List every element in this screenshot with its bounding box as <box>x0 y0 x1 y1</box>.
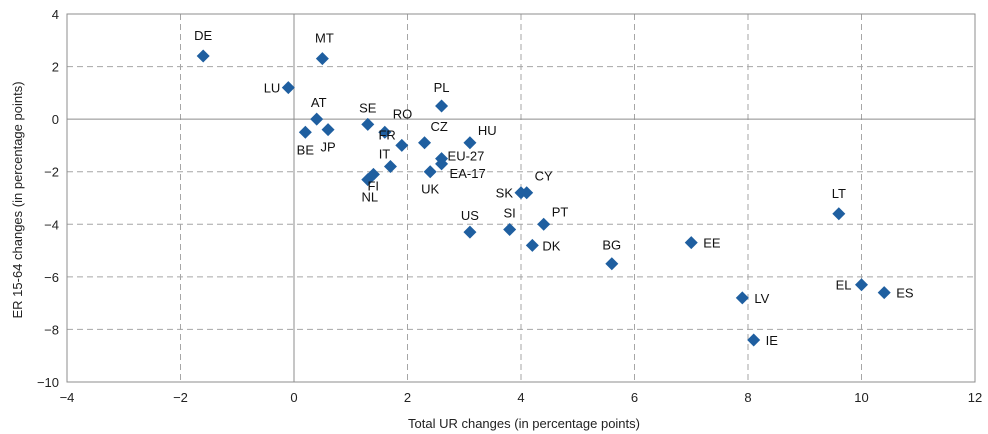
data-point-us <box>463 225 477 239</box>
data-point-be <box>298 125 312 139</box>
y-tick-label: 2 <box>52 60 59 75</box>
data-point-de <box>196 49 210 63</box>
point-label-es: ES <box>896 286 914 301</box>
data-point-ro <box>378 125 392 139</box>
data-point-cy <box>520 186 534 200</box>
point-label-pl: PL <box>434 80 450 95</box>
point-label-uk: UK <box>421 182 439 197</box>
data-point-uk <box>423 165 437 179</box>
y-tick-label: −10 <box>37 375 59 390</box>
data-point-ea-17 <box>435 157 449 171</box>
point-label-jp: JP <box>320 140 335 155</box>
point-label-be: BE <box>297 142 315 157</box>
x-tick-label: 8 <box>744 390 751 405</box>
point-label-fr: FR <box>378 127 395 142</box>
data-point-es <box>877 286 891 300</box>
data-point-pl <box>435 99 449 113</box>
point-label-ea-17: EA-17 <box>450 166 486 181</box>
y-tick-label: −8 <box>44 322 59 337</box>
point-label-mt: MT <box>315 31 334 46</box>
point-label-fi: FI <box>367 178 379 193</box>
point-label-se: SE <box>359 100 377 115</box>
x-tick-label: 10 <box>854 390 868 405</box>
y-axis-title: ER 15-64 changes (in percentage points) <box>10 81 25 318</box>
data-point-mt <box>315 52 329 66</box>
point-label-de: DE <box>194 28 212 43</box>
point-label-el: EL <box>836 278 852 293</box>
point-label-lv: LV <box>754 291 769 306</box>
y-tick-label: 0 <box>52 112 59 127</box>
data-point-at <box>310 112 324 126</box>
data-point-pt <box>537 217 551 231</box>
point-label-bg: BG <box>602 238 621 253</box>
axes <box>66 13 976 383</box>
y-tick-label: 4 <box>52 7 59 22</box>
data-points <box>196 49 891 347</box>
data-point-ie <box>747 333 761 347</box>
point-label-si: SI <box>504 206 516 221</box>
point-label-it: IT <box>379 146 391 161</box>
point-label-lu: LU <box>264 81 281 96</box>
point-label-nl: NL <box>361 190 378 205</box>
data-point-fi <box>366 167 380 181</box>
point-label-cy: CY <box>535 169 553 184</box>
data-point-hu <box>463 136 477 150</box>
data-point-bg <box>605 257 619 271</box>
data-point-it <box>383 159 397 173</box>
point-label-sk: SK <box>496 186 514 201</box>
data-point-si <box>503 223 517 237</box>
point-label-lt: LT <box>832 186 846 201</box>
tick-labels: −4 −2 0 2 4 6 8 10 12 −10 −8 −6 −4 −2 0 2 4 <box>37 7 982 405</box>
data-point-dk <box>525 238 539 252</box>
data-point-el <box>855 278 868 292</box>
data-point-jp <box>321 123 335 137</box>
y-tick-label: −2 <box>44 165 59 180</box>
data-point-fr <box>395 138 409 152</box>
x-tick-label: −4 <box>60 390 75 405</box>
x-tick-label: 0 <box>290 390 297 405</box>
data-point-lu <box>281 81 295 95</box>
point-label-pt: PT <box>552 204 569 219</box>
point-label-ie: IE <box>766 333 779 348</box>
point-label-eu-27: EU-27 <box>448 149 485 164</box>
data-point-cz <box>418 136 432 150</box>
point-label-at: AT <box>311 95 327 110</box>
point-label-ee: EE <box>703 236 721 251</box>
plot-frame <box>66 13 976 383</box>
y-tick-label: −4 <box>44 217 59 232</box>
x-tick-label: −2 <box>173 390 188 405</box>
data-point-lv <box>735 291 749 305</box>
point-label-hu: HU <box>478 123 497 138</box>
point-label-dk: DK <box>542 238 560 253</box>
x-tick-label: 12 <box>968 390 982 405</box>
x-axis-title: Total UR changes (in percentage points) <box>408 416 640 431</box>
grid-lines <box>67 14 975 382</box>
x-tick-label: 6 <box>631 390 638 405</box>
point-label-ro: RO <box>393 106 413 121</box>
x-tick-label: 2 <box>404 390 411 405</box>
y-tick-label: −6 <box>44 270 59 285</box>
data-point-lt <box>832 207 846 221</box>
point-label-us: US <box>461 208 479 223</box>
data-point-ee <box>684 236 698 250</box>
x-tick-label: 4 <box>517 390 524 405</box>
point-label-cz: CZ <box>431 119 448 134</box>
data-point-se <box>361 117 375 131</box>
